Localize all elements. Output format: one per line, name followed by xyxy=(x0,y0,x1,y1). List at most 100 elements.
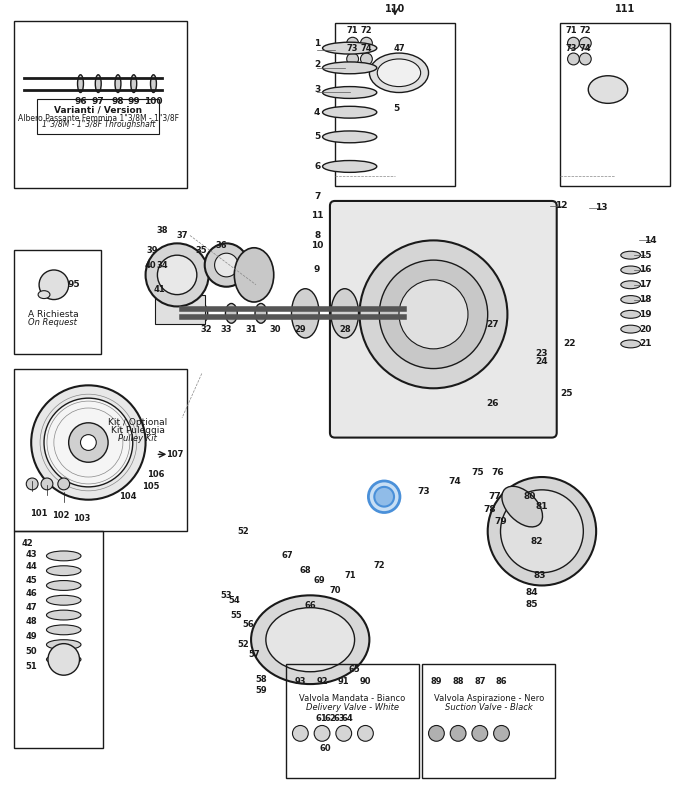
Text: 41: 41 xyxy=(154,285,165,294)
Text: 93: 93 xyxy=(294,677,306,686)
Text: 34: 34 xyxy=(156,261,168,270)
Text: 71: 71 xyxy=(566,26,577,35)
Ellipse shape xyxy=(322,131,377,142)
Text: 72: 72 xyxy=(361,26,372,35)
Circle shape xyxy=(58,478,70,490)
Text: 72: 72 xyxy=(374,562,385,570)
Text: 44: 44 xyxy=(25,562,37,571)
Bar xyxy=(422,664,554,778)
Circle shape xyxy=(204,243,248,286)
Text: 66: 66 xyxy=(305,601,316,610)
Text: 82: 82 xyxy=(531,537,543,546)
Text: 2: 2 xyxy=(314,60,320,70)
Circle shape xyxy=(472,726,487,742)
Ellipse shape xyxy=(621,340,640,348)
Text: 62: 62 xyxy=(324,714,336,723)
Text: 98: 98 xyxy=(112,97,125,106)
Text: 31: 31 xyxy=(245,325,257,334)
Circle shape xyxy=(500,490,584,573)
Text: Albero Passante Femmina 1"3/8M - 1"3/8F: Albero Passante Femmina 1"3/8M - 1"3/8F xyxy=(18,113,179,122)
Text: Varianti / Version: Varianti / Version xyxy=(54,106,142,114)
Circle shape xyxy=(494,726,509,742)
Circle shape xyxy=(41,478,53,490)
Circle shape xyxy=(567,53,580,65)
Text: Pulley Kit: Pulley Kit xyxy=(118,434,157,443)
Text: 19: 19 xyxy=(639,310,652,319)
Text: 35: 35 xyxy=(196,246,208,254)
Text: 58: 58 xyxy=(255,674,267,684)
Text: 70: 70 xyxy=(329,586,341,595)
Ellipse shape xyxy=(47,640,81,650)
Text: 73: 73 xyxy=(566,44,577,53)
Text: 6: 6 xyxy=(314,162,320,171)
FancyBboxPatch shape xyxy=(330,201,556,438)
Ellipse shape xyxy=(47,625,81,634)
Text: 60: 60 xyxy=(319,744,331,753)
Bar xyxy=(37,99,159,134)
Text: 56: 56 xyxy=(242,621,254,630)
Circle shape xyxy=(357,726,373,742)
Circle shape xyxy=(336,726,351,742)
Text: 1"3/8M - 1"3/8F Throughshaft: 1"3/8M - 1"3/8F Throughshaft xyxy=(41,120,155,129)
Text: 1: 1 xyxy=(314,38,320,48)
Text: 86: 86 xyxy=(496,677,507,686)
Ellipse shape xyxy=(621,296,640,303)
Text: 74: 74 xyxy=(580,44,591,53)
Text: 47: 47 xyxy=(25,602,37,612)
Text: 68: 68 xyxy=(299,566,311,575)
Text: 26: 26 xyxy=(486,398,499,407)
Circle shape xyxy=(215,254,238,277)
Text: Delivery Valve - White: Delivery Valve - White xyxy=(306,703,399,712)
Text: 24: 24 xyxy=(536,357,548,366)
Ellipse shape xyxy=(196,303,208,323)
Circle shape xyxy=(44,398,133,487)
Ellipse shape xyxy=(292,289,319,338)
Circle shape xyxy=(157,255,197,294)
Text: 57: 57 xyxy=(248,650,260,659)
Ellipse shape xyxy=(225,303,237,323)
Text: 105: 105 xyxy=(141,482,159,491)
Text: 22: 22 xyxy=(563,339,575,349)
Ellipse shape xyxy=(266,608,355,672)
Ellipse shape xyxy=(377,59,420,86)
Text: 95: 95 xyxy=(67,280,80,290)
Circle shape xyxy=(361,38,372,49)
Ellipse shape xyxy=(47,654,81,664)
Text: Valvola Aspirazione - Nero: Valvola Aspirazione - Nero xyxy=(433,694,544,703)
Text: 80: 80 xyxy=(524,492,536,502)
Text: 38: 38 xyxy=(156,226,168,235)
Text: 29: 29 xyxy=(294,325,306,334)
Text: 102: 102 xyxy=(52,511,70,520)
Text: 27: 27 xyxy=(486,320,499,329)
Circle shape xyxy=(347,38,359,49)
Text: 90: 90 xyxy=(359,677,371,686)
Text: 11: 11 xyxy=(311,211,324,220)
Text: 65: 65 xyxy=(349,665,360,674)
Text: A Richiesta: A Richiesta xyxy=(28,310,79,319)
Text: 61: 61 xyxy=(315,714,327,723)
Text: 89: 89 xyxy=(431,677,442,686)
Text: 33: 33 xyxy=(221,325,232,334)
Text: 40: 40 xyxy=(145,261,156,270)
Text: 47: 47 xyxy=(393,44,405,53)
Text: 48: 48 xyxy=(25,618,37,626)
Text: 101: 101 xyxy=(30,509,48,518)
Circle shape xyxy=(374,487,394,506)
Text: 32: 32 xyxy=(201,325,213,334)
Text: 14: 14 xyxy=(644,236,657,245)
Circle shape xyxy=(26,478,38,490)
Text: 97: 97 xyxy=(92,97,105,106)
Text: 92: 92 xyxy=(316,677,328,686)
Text: 104: 104 xyxy=(119,492,137,502)
Text: 18: 18 xyxy=(639,295,652,304)
Ellipse shape xyxy=(322,62,377,74)
Text: On Request: On Request xyxy=(28,318,77,326)
Text: 83: 83 xyxy=(533,571,546,580)
Ellipse shape xyxy=(95,74,101,93)
Text: 52: 52 xyxy=(238,526,249,536)
Text: 84: 84 xyxy=(526,588,538,597)
Text: 110: 110 xyxy=(385,4,405,14)
Text: 16: 16 xyxy=(639,266,652,274)
Text: 71: 71 xyxy=(345,571,357,580)
Bar xyxy=(286,664,418,778)
